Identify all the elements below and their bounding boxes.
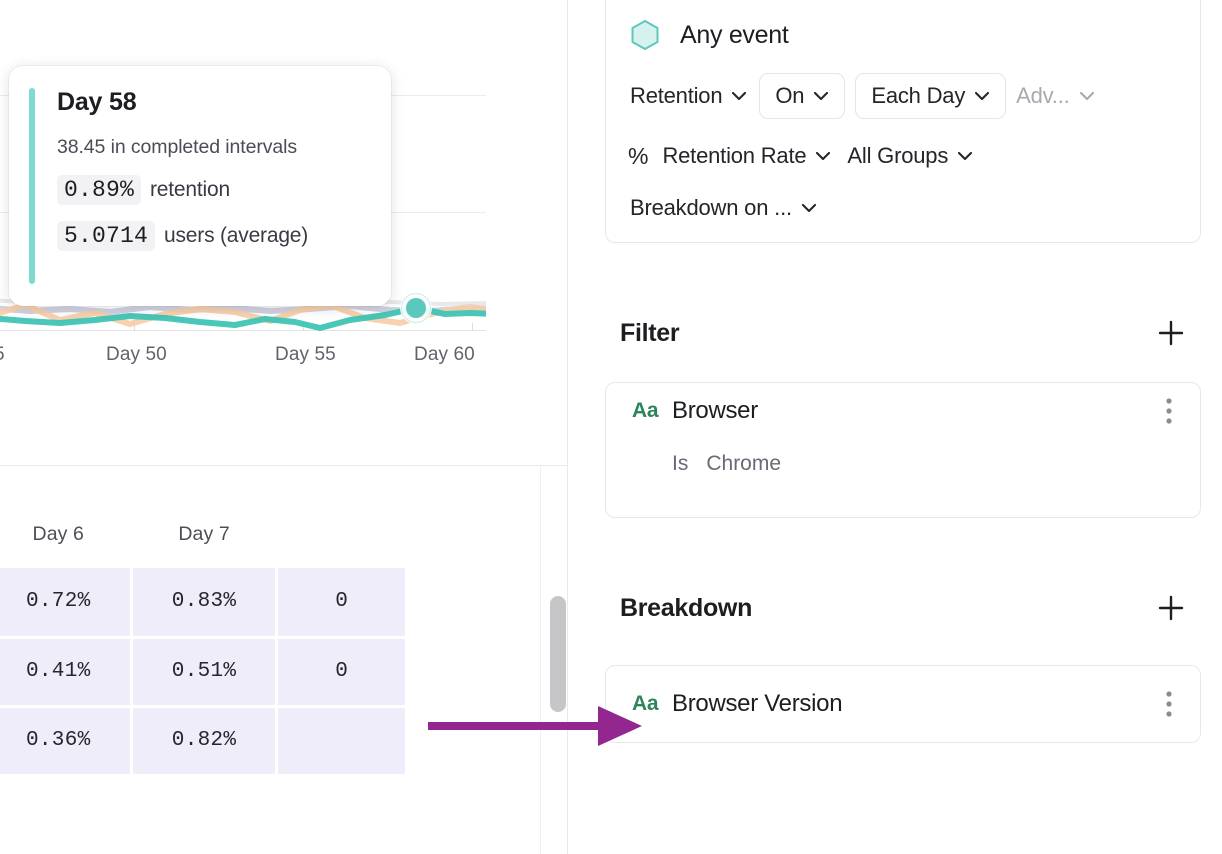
metric-dropdown[interactable]: Retention Rate: [660, 139, 833, 173]
filter-section-header: Filter: [620, 318, 1186, 348]
hexagon-icon: [631, 20, 659, 50]
series-controls-row: Retention On Each Day Adv...: [628, 73, 1178, 119]
table-cell: 0.83%: [131, 568, 279, 639]
tooltip-metric-unit: users (average): [164, 224, 309, 247]
table-scrollbar-thumb[interactable]: [550, 596, 566, 712]
column-header[interactable]: Day 7: [131, 466, 277, 568]
table-cell: [276, 706, 408, 777]
text-type-icon: Aa: [632, 692, 659, 715]
retention-table-panel[interactable]: Day 5 Day 6 Day 7 0.91% 0.72% 0.83% 0 1.…: [0, 466, 568, 854]
hover-point-ring: [401, 293, 431, 323]
left-pane: 5 Day 50 Day 55 Day 60 Day 58 38.45 in c…: [0, 0, 568, 854]
percent-icon: %: [628, 142, 649, 169]
metric-row: % Retention Rate All Groups: [628, 139, 1178, 173]
kebab-menu-icon[interactable]: [1166, 691, 1172, 717]
table-cell: 0.41%: [0, 637, 133, 708]
chevron-down-icon: [816, 151, 831, 161]
tooltip-accent-bar: [29, 88, 35, 284]
interval-dropdown[interactable]: Each Day: [855, 73, 1007, 119]
event-row[interactable]: Any event: [628, 13, 1178, 57]
breakdown-on-row: Breakdown on ...: [628, 191, 1178, 225]
chart-x-tick: [472, 323, 473, 331]
filter-item-card[interactable]: Aa Browser Is Chrome: [605, 382, 1201, 518]
chart-x-label: 5: [0, 344, 5, 366]
chart-tooltip: Day 58 38.45 in completed intervals 0.89…: [9, 66, 391, 306]
groups-dropdown[interactable]: All Groups: [845, 139, 975, 173]
breakdown-title: Breakdown: [620, 593, 753, 622]
chart-x-label: Day 55: [275, 344, 336, 365]
table-cell: 0.82%: [131, 706, 279, 777]
chevron-down-icon: [958, 151, 973, 161]
add-breakdown-button[interactable]: [1156, 593, 1186, 623]
chevron-down-icon: [814, 91, 829, 101]
advanced-label: Adv...: [1016, 83, 1070, 108]
retention-type-label: Retention: [630, 83, 723, 108]
table-cell: 0: [276, 637, 408, 708]
chart-x-label: Day 60: [414, 344, 475, 365]
tooltip-metric-row: 0.89% retention: [57, 175, 371, 205]
table-cell: 0.36%: [0, 706, 133, 777]
table-cell: 0.72%: [0, 568, 133, 639]
tooltip-metric-value: 5.0714: [57, 221, 156, 251]
filter-property-row[interactable]: Aa Browser: [606, 383, 1200, 439]
breakdown-property-row[interactable]: Aa Browser Version: [606, 666, 1200, 742]
table-cell: 0.51%: [131, 637, 279, 708]
kebab-menu-icon[interactable]: [1166, 398, 1172, 424]
chart-x-label: Day 50: [106, 344, 167, 365]
chevron-down-icon: [801, 203, 816, 213]
chart-x-tick: [134, 323, 135, 331]
filter-operator: Is: [672, 452, 689, 475]
table-row: 0.6% 0.36% 0.82%: [0, 706, 408, 777]
advanced-dropdown[interactable]: Adv...: [1016, 83, 1094, 109]
table-row: 0.91% 0.72% 0.83% 0: [0, 568, 408, 639]
section-divider: [0, 465, 568, 466]
table-scroll-track: [540, 466, 541, 854]
chart-x-axis: [0, 330, 486, 331]
text-type-icon: Aa: [632, 399, 659, 422]
chevron-down-icon: [732, 91, 747, 101]
on-dropdown[interactable]: On: [759, 73, 846, 119]
chevron-down-icon: [975, 91, 990, 101]
breakdown-on-label: Breakdown on ...: [630, 195, 792, 220]
retention-table: Day 5 Day 6 Day 7 0.91% 0.72% 0.83% 0 1.…: [0, 466, 408, 777]
metric-label: Retention Rate: [662, 143, 807, 168]
tooltip-metric-value: 0.89%: [57, 175, 142, 205]
groups-label: All Groups: [847, 143, 949, 168]
breakdown-on-dropdown[interactable]: Breakdown on ...: [628, 191, 819, 225]
hover-point-dot: [406, 298, 426, 318]
breakdown-property-name[interactable]: Browser Version: [672, 690, 843, 717]
tooltip-subtitle: 38.45 in completed intervals: [57, 136, 298, 158]
retention-type-dropdown[interactable]: Retention: [628, 79, 749, 113]
tooltip-metric-row: 5.0714 users (average): [57, 221, 371, 251]
breakdown-item-card[interactable]: Aa Browser Version: [605, 665, 1201, 743]
filter-property-name[interactable]: Browser: [672, 397, 758, 424]
event-name-label[interactable]: Any event: [680, 20, 789, 49]
filter-title: Filter: [620, 318, 680, 347]
series-config-card: Any event Retention On Each Day Adv...: [605, 0, 1201, 243]
interval-label: Each Day: [871, 83, 966, 108]
add-filter-button[interactable]: [1156, 318, 1186, 348]
table-cell: 0: [276, 568, 408, 639]
column-header[interactable]: [276, 466, 407, 568]
chart-hover-point[interactable]: [400, 292, 432, 324]
on-label: On: [775, 83, 805, 108]
filter-value[interactable]: Chrome: [706, 452, 782, 475]
table-row: 1.08% 0.41% 0.51% 0: [0, 637, 408, 708]
query-config-panel: Any event Retention On Each Day Adv...: [568, 0, 1222, 854]
breakdown-section-header: Breakdown: [620, 593, 1186, 623]
chevron-down-icon: [1079, 91, 1094, 101]
pane-divider: [567, 0, 568, 854]
tooltip-metric-unit: retention: [150, 178, 230, 201]
column-header[interactable]: Day 6: [0, 466, 132, 568]
tooltip-title: Day 58: [57, 88, 137, 116]
retention-chart[interactable]: 5 Day 50 Day 55 Day 60 Day 58 38.45 in c…: [0, 0, 568, 466]
filter-condition-row[interactable]: Is Chrome: [606, 439, 1200, 489]
table-header-row: Day 5 Day 6 Day 7: [0, 466, 407, 568]
